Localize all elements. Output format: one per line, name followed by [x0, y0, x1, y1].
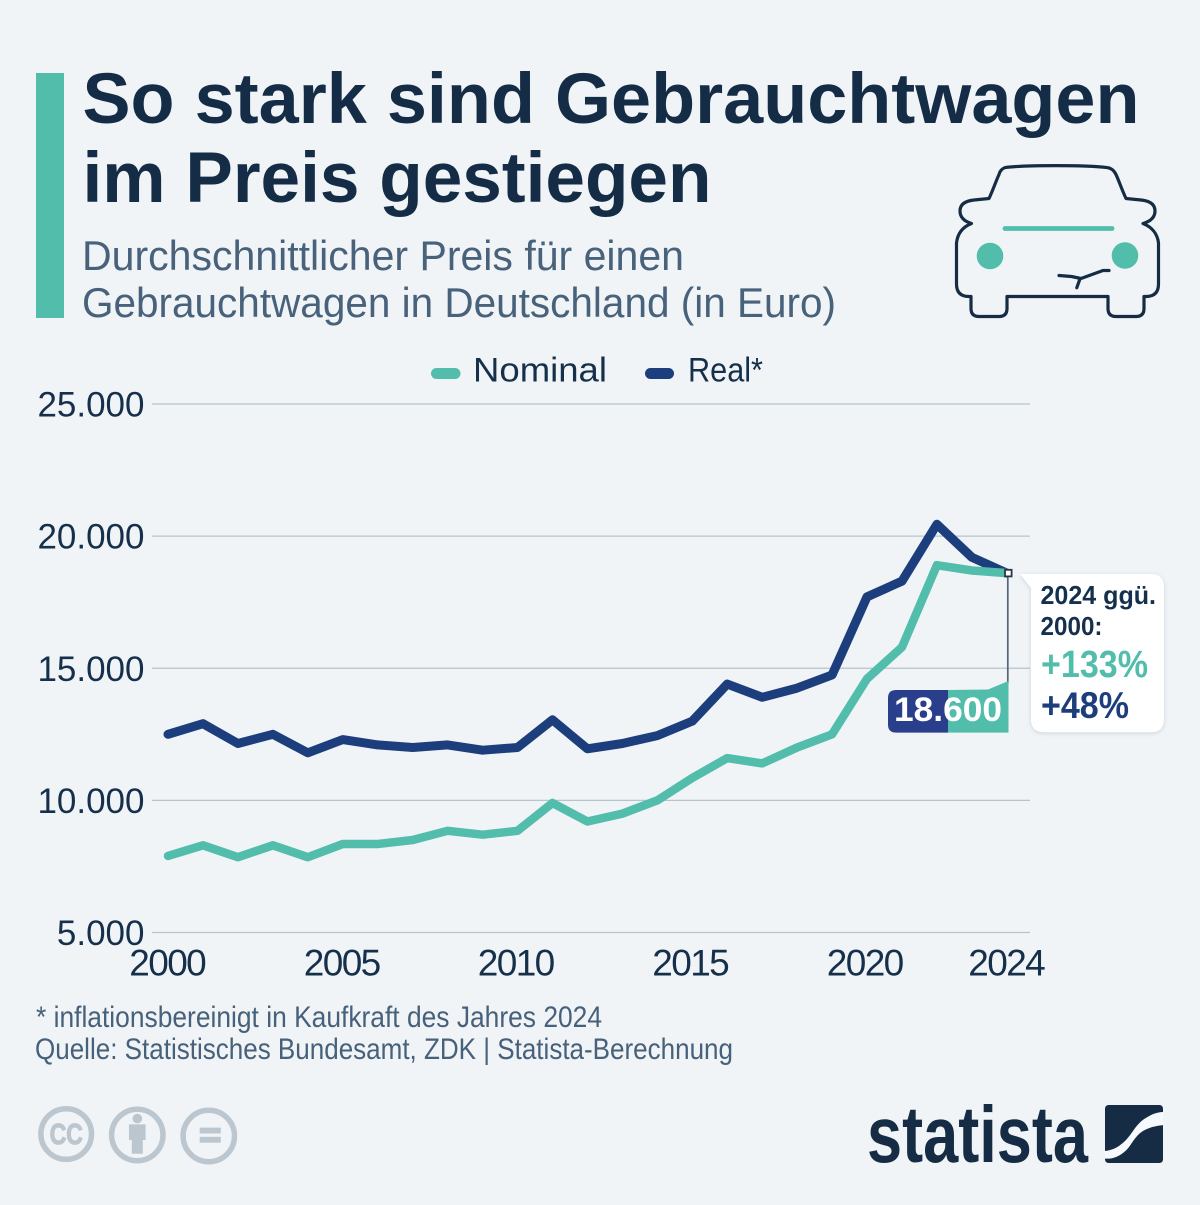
svg-text:Gebrauchtwagen in Deutschland: Gebrauchtwagen in Deutschland (in Euro)	[82, 279, 836, 326]
svg-text:Real*: Real*	[688, 351, 763, 389]
svg-text:2010: 2010	[478, 943, 556, 984]
svg-text:Durchschnittlicher Preis für e: Durchschnittlicher Preis für einen	[82, 232, 684, 279]
svg-text:18.600: 18.600	[894, 691, 1002, 729]
svg-text:2024 ggü.: 2024 ggü.	[1041, 580, 1157, 610]
svg-text:2005: 2005	[304, 943, 382, 984]
svg-text:+133%: +133%	[1041, 644, 1148, 686]
svg-text:im Preis gestiegen: im Preis gestiegen	[83, 139, 712, 218]
svg-text:* inflationsbereinigt in Kaufk: * inflationsbereinigt in Kaufkraft des J…	[36, 1001, 602, 1034]
svg-text:2020: 2020	[827, 943, 905, 984]
svg-text:15.000: 15.000	[37, 650, 144, 689]
svg-text:10.000: 10.000	[37, 782, 144, 821]
svg-text:5.000: 5.000	[57, 914, 145, 953]
svg-text:25.000: 25.000	[37, 386, 144, 425]
svg-text:20.000: 20.000	[37, 518, 144, 557]
svg-text:+48%: +48%	[1041, 685, 1129, 726]
svg-text:statista: statista	[867, 1090, 1088, 1179]
svg-text:2015: 2015	[652, 943, 730, 984]
svg-text:2000: 2000	[129, 943, 207, 984]
svg-text:2024: 2024	[968, 943, 1046, 984]
svg-text:2000:: 2000:	[1041, 611, 1103, 641]
svg-text:CC: CC	[50, 1119, 83, 1151]
svg-text:So stark sind Gebrauchtwagen: So stark sind Gebrauchtwagen	[83, 60, 1140, 139]
svg-text:Quelle: Statistisches Bundesam: Quelle: Statistisches Bundesamt, ZDK | S…	[35, 1033, 733, 1066]
svg-text:Nominal: Nominal	[473, 351, 607, 389]
